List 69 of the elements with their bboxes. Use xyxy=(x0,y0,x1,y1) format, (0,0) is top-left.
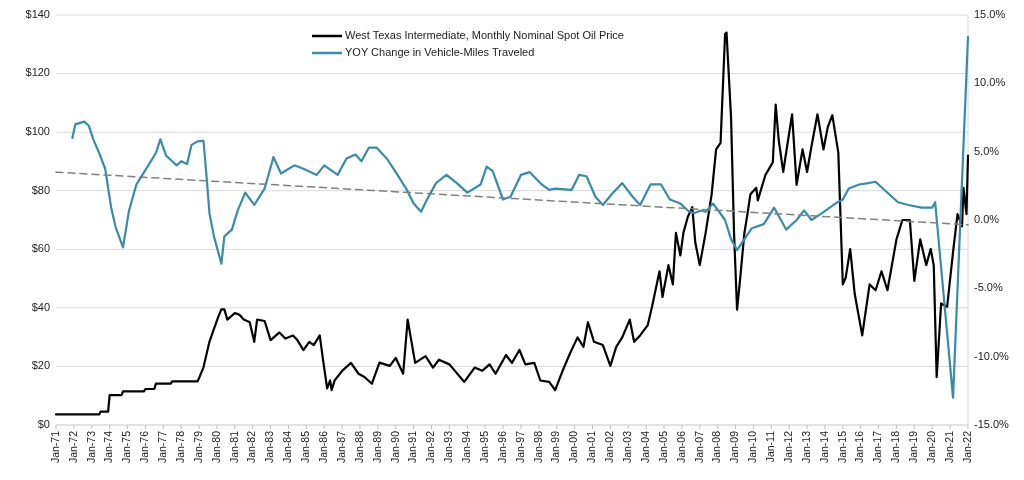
y2-tick-label: 0.0% xyxy=(974,212,1000,225)
x-tick-label: Jan-91 xyxy=(406,430,419,464)
x-tick-label: Jan-92 xyxy=(424,430,437,464)
y-tick-label: $0 xyxy=(37,417,50,430)
x-tick-label: Jan-76 xyxy=(138,430,151,464)
x-tick-label: Jan-17 xyxy=(871,430,884,464)
y2-tick-label: -5.0% xyxy=(974,281,1003,294)
y-tick-label: $140 xyxy=(25,7,50,20)
x-tick-label: Jan-88 xyxy=(352,430,365,464)
x-tick-label: Jan-04 xyxy=(638,430,651,464)
x-tick-label: Jan-72 xyxy=(66,430,79,464)
x-tick-label: Jan-77 xyxy=(156,430,169,464)
x-tick-label: Jan-01 xyxy=(585,430,598,464)
x-tick-label: Jan-89 xyxy=(370,430,383,464)
x-tick-label: Jan-97 xyxy=(513,430,526,464)
x-tick-label: Jan-20 xyxy=(924,430,937,464)
y2-tick-label: 10.0% xyxy=(974,76,1006,89)
legend-label: West Texas Intermediate, Monthly Nominal Spot Oil Price xyxy=(345,28,624,41)
y2-tick-label: 5.0% xyxy=(974,144,1000,157)
x-tick-label: Jan-84 xyxy=(281,430,294,464)
x-tick-label: Jan-79 xyxy=(191,430,204,464)
x-tick-label: Jan-02 xyxy=(603,430,616,464)
y-tick-label: $120 xyxy=(25,66,50,79)
x-tick-label: Jan-10 xyxy=(746,430,759,464)
x-tick-label: Jan-22 xyxy=(960,430,973,464)
x-tick-label: Jan-13 xyxy=(799,430,812,464)
y2-tick-label: 15.0% xyxy=(974,7,1006,20)
x-tick-label: Jan-94 xyxy=(460,430,473,464)
y-tick-label: $80 xyxy=(31,183,50,196)
x-tick-label: Jan-09 xyxy=(728,430,741,464)
x-tick-label: Jan-08 xyxy=(710,430,723,464)
x-tick-label: Jan-96 xyxy=(495,430,508,464)
legend-label: YOY Change in Vehicle-Miles Traveled xyxy=(345,45,535,58)
x-tick-label: Jan-99 xyxy=(549,430,562,464)
x-tick-label: Jan-73 xyxy=(84,430,97,464)
x-tick-label: Jan-71 xyxy=(48,430,61,464)
x-tick-label: Jan-90 xyxy=(388,430,401,464)
x-tick-label: Jan-83 xyxy=(263,430,276,464)
x-tick-label: Jan-81 xyxy=(227,430,240,464)
y-tick-label: $100 xyxy=(25,125,50,138)
x-tick-label: Jan-15 xyxy=(835,430,848,464)
y-tick-label: $60 xyxy=(31,242,50,255)
x-tick-label: Jan-80 xyxy=(209,430,222,464)
x-tick-label: Jan-05 xyxy=(656,430,669,464)
x-tick-label: Jan-16 xyxy=(853,430,866,464)
x-tick-label: Jan-78 xyxy=(173,430,186,464)
x-tick-label: Jan-06 xyxy=(674,430,687,464)
y2-tick-label: -15.0% xyxy=(974,417,1010,430)
x-tick-label: Jan-95 xyxy=(477,430,490,464)
x-tick-label: Jan-85 xyxy=(299,430,312,464)
x-tick-label: Jan-00 xyxy=(567,430,580,464)
x-tick-label: Jan-11 xyxy=(764,430,777,463)
x-tick-label: Jan-21 xyxy=(942,430,955,464)
y-tick-label: $40 xyxy=(31,300,50,313)
y2-tick-label: -10.0% xyxy=(974,349,1010,362)
x-tick-label: Jan-86 xyxy=(317,430,330,464)
x-tick-label: Jan-87 xyxy=(334,430,347,464)
x-tick-label: Jan-19 xyxy=(907,430,920,464)
x-tick-label: Jan-18 xyxy=(889,430,902,464)
x-tick-label: Jan-98 xyxy=(531,430,544,464)
x-tick-label: Jan-82 xyxy=(245,430,258,464)
x-tick-label: Jan-93 xyxy=(442,430,455,464)
x-tick-label: Jan-14 xyxy=(817,430,830,464)
x-tick-label: Jan-12 xyxy=(781,430,794,464)
x-tick-label: Jan-75 xyxy=(120,430,133,464)
x-tick-label: Jan-03 xyxy=(621,430,634,464)
x-tick-label: Jan-07 xyxy=(692,430,705,464)
x-tick-label: Jan-74 xyxy=(102,430,115,464)
y-tick-label: $20 xyxy=(31,359,50,372)
